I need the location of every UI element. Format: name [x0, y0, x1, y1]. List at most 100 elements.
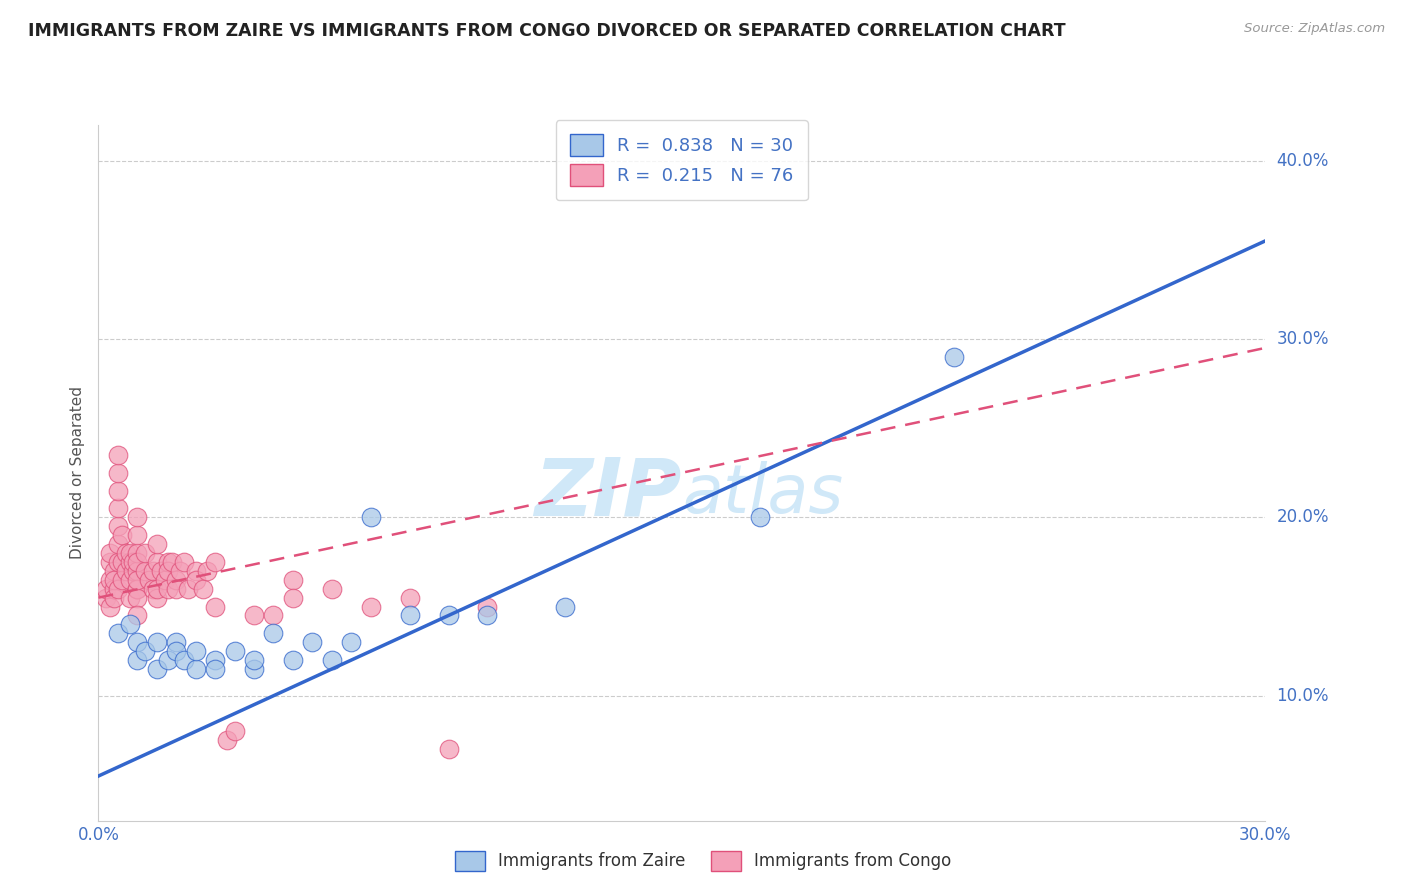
Text: Source: ZipAtlas.com: Source: ZipAtlas.com [1244, 22, 1385, 36]
Point [142, 564, 165, 578]
Point [98, 573, 121, 587]
Point [149, 564, 172, 578]
Text: 20.0%: 20.0% [1277, 508, 1329, 526]
Text: 10.0%: 10.0% [1277, 687, 1329, 705]
Point [146, 662, 169, 676]
Point [243, 608, 266, 623]
Point [114, 564, 136, 578]
Text: atlas: atlas [682, 460, 844, 526]
Point [146, 537, 169, 551]
Point [215, 733, 238, 747]
Point [554, 599, 576, 614]
Point [103, 564, 125, 578]
Point [162, 555, 184, 569]
Point [157, 564, 180, 578]
Point [111, 528, 134, 542]
Point [127, 564, 149, 578]
Point [748, 510, 770, 524]
Point [173, 653, 195, 667]
Point [321, 582, 343, 596]
Point [224, 724, 246, 739]
Point [165, 644, 187, 658]
Point [114, 546, 136, 560]
Point [243, 653, 266, 667]
Point [103, 582, 125, 596]
Point [96, 591, 118, 605]
Point [157, 555, 180, 569]
Point [301, 635, 323, 649]
Legend: Immigrants from Zaire, Immigrants from Congo: Immigrants from Zaire, Immigrants from C… [447, 842, 959, 880]
Point [184, 644, 207, 658]
Point [157, 653, 180, 667]
Point [111, 573, 134, 587]
Point [262, 608, 284, 623]
Point [146, 582, 169, 596]
Point [98, 546, 121, 560]
Point [134, 644, 156, 658]
Point [184, 573, 207, 587]
Point [118, 617, 141, 632]
Point [398, 608, 420, 623]
Point [204, 653, 226, 667]
Point [204, 599, 226, 614]
Point [146, 555, 169, 569]
Text: 40.0%: 40.0% [1277, 152, 1329, 169]
Point [204, 662, 226, 676]
Point [127, 653, 149, 667]
Text: 30.0%: 30.0% [1277, 330, 1329, 348]
Point [107, 483, 129, 498]
Point [127, 510, 149, 524]
Text: IMMIGRANTS FROM ZAIRE VS IMMIGRANTS FROM CONGO DIVORCED OR SEPARATED CORRELATION: IMMIGRANTS FROM ZAIRE VS IMMIGRANTS FROM… [28, 22, 1066, 40]
Point [111, 555, 134, 569]
Point [103, 591, 125, 605]
Point [477, 599, 499, 614]
Point [127, 582, 149, 596]
Point [195, 564, 218, 578]
Point [107, 582, 129, 596]
Point [138, 573, 160, 587]
Point [281, 573, 304, 587]
Point [98, 555, 121, 569]
Point [134, 546, 156, 560]
Point [127, 582, 149, 596]
Point [107, 466, 129, 480]
Point [107, 555, 129, 569]
Point [360, 599, 382, 614]
Point [107, 626, 129, 640]
Point [398, 591, 420, 605]
Legend: R =  0.838   N = 30, R =  0.215   N = 76: R = 0.838 N = 30, R = 0.215 N = 76 [555, 120, 808, 200]
Point [157, 582, 180, 596]
Point [107, 519, 129, 533]
Point [127, 635, 149, 649]
Point [340, 635, 363, 649]
Point [127, 546, 149, 560]
Point [437, 742, 460, 756]
Point [165, 635, 187, 649]
Point [477, 608, 499, 623]
Point [243, 662, 266, 676]
Point [184, 564, 207, 578]
Point [262, 626, 284, 640]
Point [142, 582, 165, 596]
Point [127, 555, 149, 569]
Point [127, 528, 149, 542]
Point [107, 537, 129, 551]
Point [122, 564, 145, 578]
Point [204, 555, 226, 569]
Point [127, 591, 149, 605]
Point [107, 501, 129, 516]
Y-axis label: Divorced or Separated: Divorced or Separated [70, 386, 86, 559]
Point [103, 573, 125, 587]
Point [118, 591, 141, 605]
Point [184, 662, 207, 676]
Point [437, 608, 460, 623]
Point [169, 564, 191, 578]
Point [173, 555, 195, 569]
Point [107, 448, 129, 462]
Point [360, 510, 382, 524]
Point [122, 555, 145, 569]
Point [146, 591, 169, 605]
Point [165, 582, 187, 596]
Point [281, 653, 304, 667]
Point [118, 573, 141, 587]
